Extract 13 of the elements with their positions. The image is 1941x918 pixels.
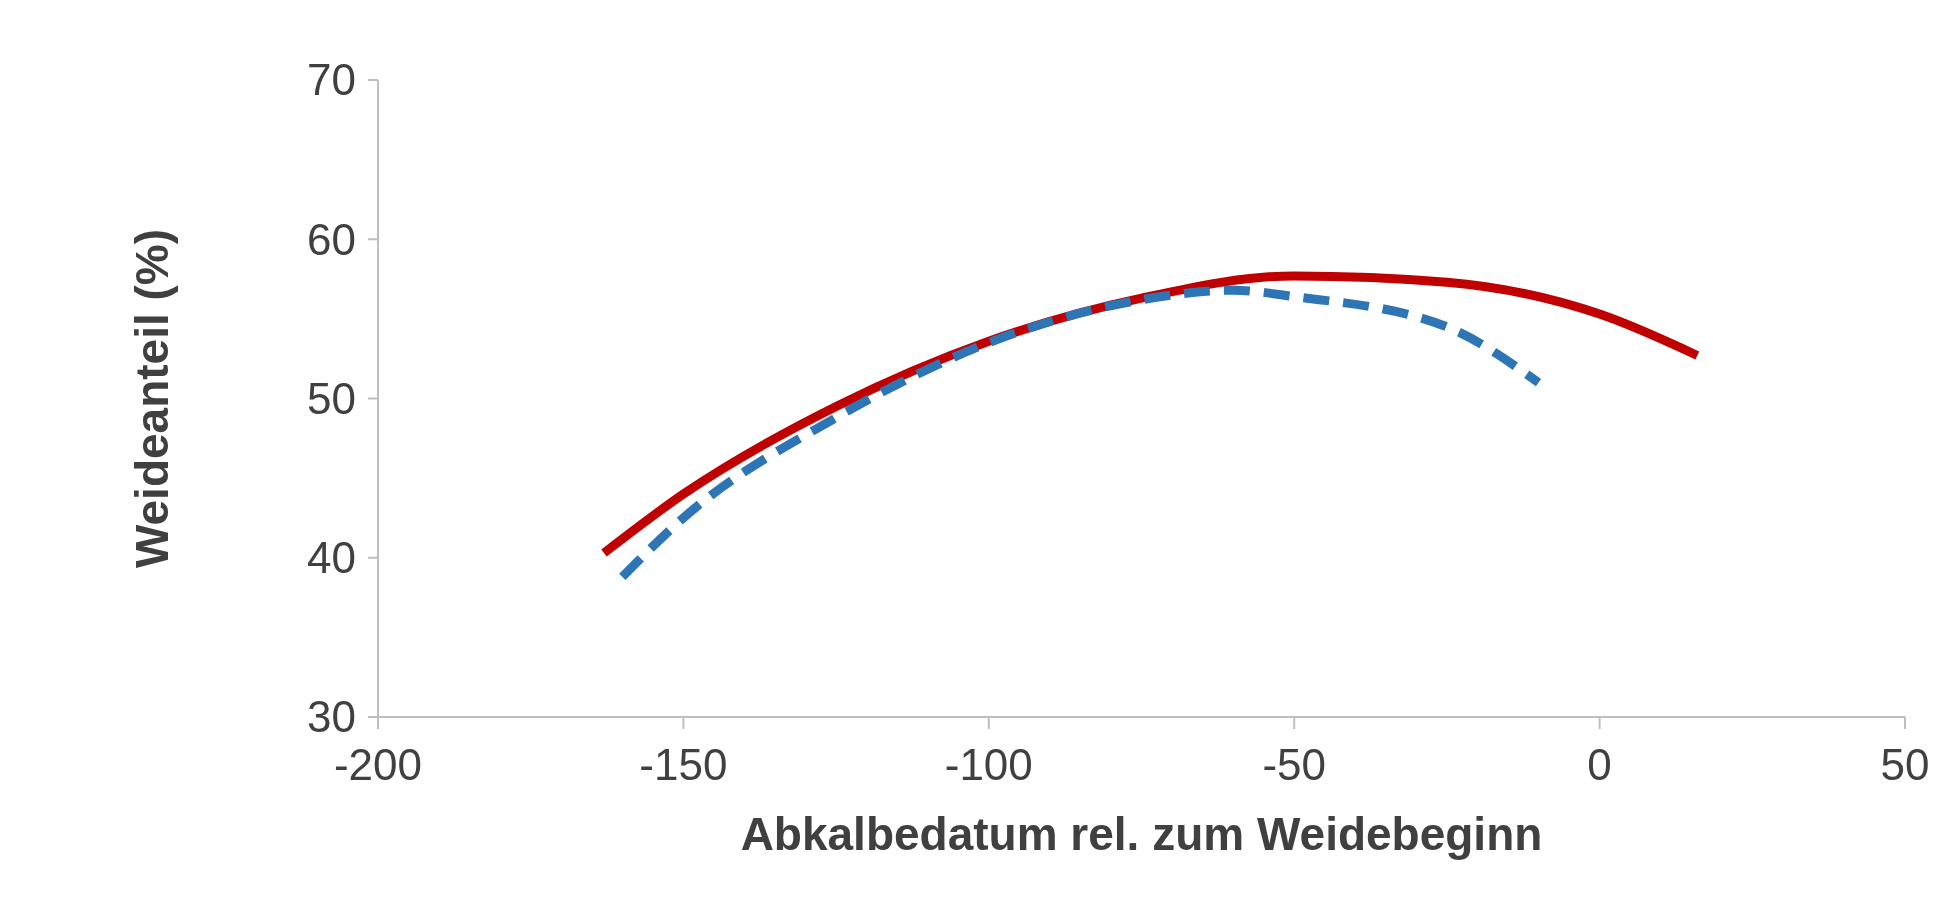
x-tick-label: -100 — [944, 740, 1033, 789]
x-tick-label: -150 — [639, 740, 728, 789]
x-tick-label: 50 — [1880, 740, 1930, 789]
y-tick-label: 40 — [307, 533, 356, 583]
x-tick-label: -50 — [1262, 740, 1326, 789]
y-axis-title: Weideanteil (%) — [126, 228, 178, 569]
x-tick-label: -200 — [333, 740, 423, 789]
x-tick-label: 0 — [1587, 740, 1612, 789]
y-tick-label: 30 — [307, 692, 356, 742]
y-tick-label: 60 — [307, 214, 356, 264]
y-tick-label: 70 — [307, 55, 356, 105]
y-tick-label: 50 — [307, 373, 356, 423]
x-axis-title: Abkalbedatum rel. zum Weidebeginn — [740, 808, 1543, 860]
